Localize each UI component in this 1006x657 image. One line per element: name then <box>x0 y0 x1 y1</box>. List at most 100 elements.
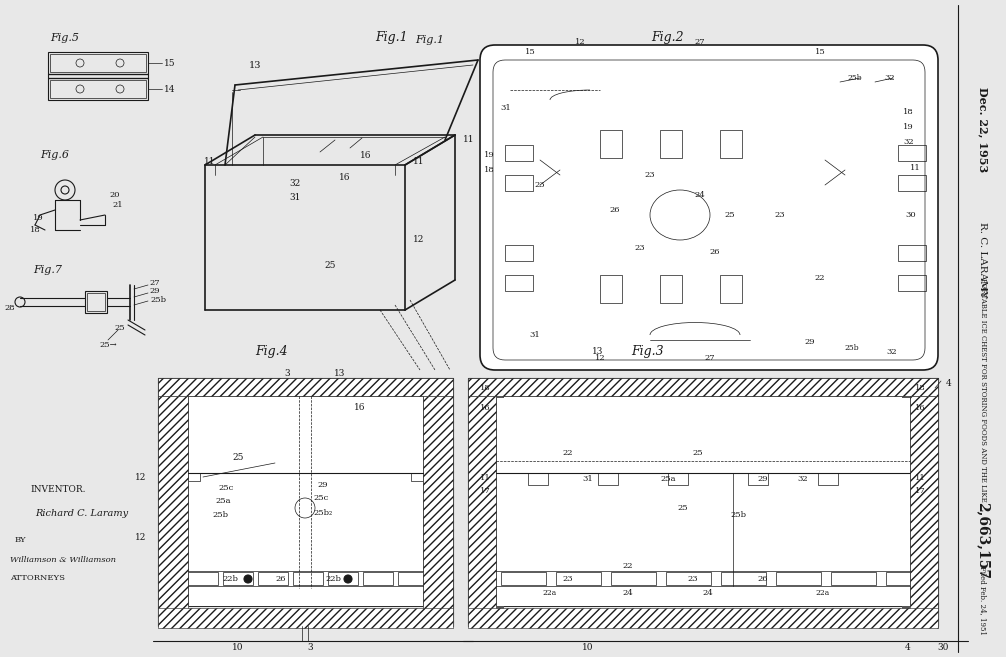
Text: 23: 23 <box>688 575 698 583</box>
Text: PORTABLE ICE CHEST FOR STORING FOODS AND THE LIKE: PORTABLE ICE CHEST FOR STORING FOODS AND… <box>979 278 987 502</box>
Text: 18: 18 <box>903 108 913 116</box>
Bar <box>898 275 926 291</box>
Bar <box>188 396 423 606</box>
Text: 25: 25 <box>678 504 688 512</box>
Bar <box>505 275 533 291</box>
Text: 31: 31 <box>290 194 301 202</box>
Text: R. C. LARAMY: R. C. LARAMY <box>979 222 988 298</box>
Bar <box>87 293 105 311</box>
Text: 11: 11 <box>910 164 920 172</box>
Bar <box>158 378 453 396</box>
Text: 25b: 25b <box>212 511 228 519</box>
Bar <box>50 80 146 98</box>
Bar <box>188 473 200 481</box>
Text: 16: 16 <box>354 403 366 413</box>
Bar <box>898 245 926 261</box>
Text: Fig.1: Fig.1 <box>375 32 408 45</box>
Text: 24: 24 <box>702 589 713 597</box>
Text: 13: 13 <box>248 60 262 70</box>
Text: 31: 31 <box>582 475 594 483</box>
Text: 25: 25 <box>115 324 126 332</box>
Text: Fig.5: Fig.5 <box>50 33 79 43</box>
Text: 25a: 25a <box>660 475 676 483</box>
Text: 10: 10 <box>582 643 594 652</box>
Text: ATTORNEYS: ATTORNEYS <box>10 574 65 582</box>
Bar <box>468 378 938 626</box>
Text: 29: 29 <box>758 475 769 483</box>
Bar <box>496 378 504 398</box>
Text: 11: 11 <box>203 158 215 166</box>
Bar <box>188 572 218 585</box>
Text: 23: 23 <box>635 244 645 252</box>
Bar <box>902 378 910 398</box>
Bar <box>611 572 656 585</box>
Circle shape <box>244 575 252 583</box>
Text: 30: 30 <box>938 643 949 652</box>
Bar <box>363 572 393 585</box>
Bar <box>660 130 682 158</box>
Bar <box>898 145 926 161</box>
Bar <box>158 378 453 626</box>
Text: 19: 19 <box>32 214 43 222</box>
Text: 13: 13 <box>593 348 604 357</box>
Text: 26: 26 <box>710 248 720 256</box>
Text: 25: 25 <box>232 453 243 463</box>
Text: 25b: 25b <box>730 511 746 519</box>
Bar <box>85 291 107 313</box>
Text: INVENTOR.: INVENTOR. <box>30 486 86 495</box>
Text: 11: 11 <box>480 474 491 482</box>
Bar <box>468 396 496 626</box>
Bar <box>668 473 688 485</box>
Text: 24: 24 <box>694 191 705 199</box>
Text: 25b₂: 25b₂ <box>314 509 333 517</box>
Text: 15: 15 <box>164 58 176 68</box>
Text: 10: 10 <box>232 643 243 652</box>
Text: 11: 11 <box>463 135 475 145</box>
Text: 3: 3 <box>284 369 290 378</box>
Bar <box>505 145 533 161</box>
Text: 11: 11 <box>915 474 926 482</box>
Bar <box>776 572 821 585</box>
Bar <box>496 396 910 606</box>
Text: 17: 17 <box>480 487 491 495</box>
Text: 21: 21 <box>113 201 124 209</box>
Text: 32: 32 <box>884 74 895 82</box>
Text: 12: 12 <box>135 533 146 543</box>
Text: 26: 26 <box>610 206 621 214</box>
Text: 27: 27 <box>150 279 160 287</box>
Bar <box>556 572 601 585</box>
Bar <box>48 78 148 100</box>
Bar <box>600 275 622 303</box>
Text: 22a: 22a <box>543 589 557 597</box>
Text: Dec. 22, 1953: Dec. 22, 1953 <box>978 87 989 173</box>
Text: 15: 15 <box>524 48 535 56</box>
Text: 28: 28 <box>5 304 15 312</box>
Text: 12: 12 <box>413 235 425 244</box>
Text: 17: 17 <box>915 487 926 495</box>
Text: Filed Feb. 24, 1951: Filed Feb. 24, 1951 <box>979 566 987 635</box>
Bar <box>720 130 742 158</box>
Text: 14: 14 <box>164 85 176 93</box>
Bar <box>48 52 148 74</box>
Bar <box>505 175 533 191</box>
Bar <box>258 572 288 585</box>
Bar <box>50 54 146 72</box>
Bar <box>666 572 711 585</box>
Text: 16: 16 <box>339 173 351 183</box>
Text: Richard C. Laramy: Richard C. Laramy <box>35 509 128 518</box>
Text: 3: 3 <box>307 643 313 652</box>
Bar <box>831 572 876 585</box>
Text: Fig.2: Fig.2 <box>652 30 684 43</box>
Text: 12: 12 <box>574 38 585 46</box>
Text: Fig.6: Fig.6 <box>40 150 69 160</box>
Text: 32: 32 <box>903 138 913 146</box>
Text: 11: 11 <box>413 158 425 166</box>
Text: 22b: 22b <box>325 575 341 583</box>
Circle shape <box>344 575 352 583</box>
FancyBboxPatch shape <box>480 45 938 370</box>
Bar <box>720 275 742 303</box>
Bar <box>600 130 622 158</box>
Bar <box>48 74 148 78</box>
Bar <box>496 606 504 626</box>
Bar <box>886 572 931 585</box>
